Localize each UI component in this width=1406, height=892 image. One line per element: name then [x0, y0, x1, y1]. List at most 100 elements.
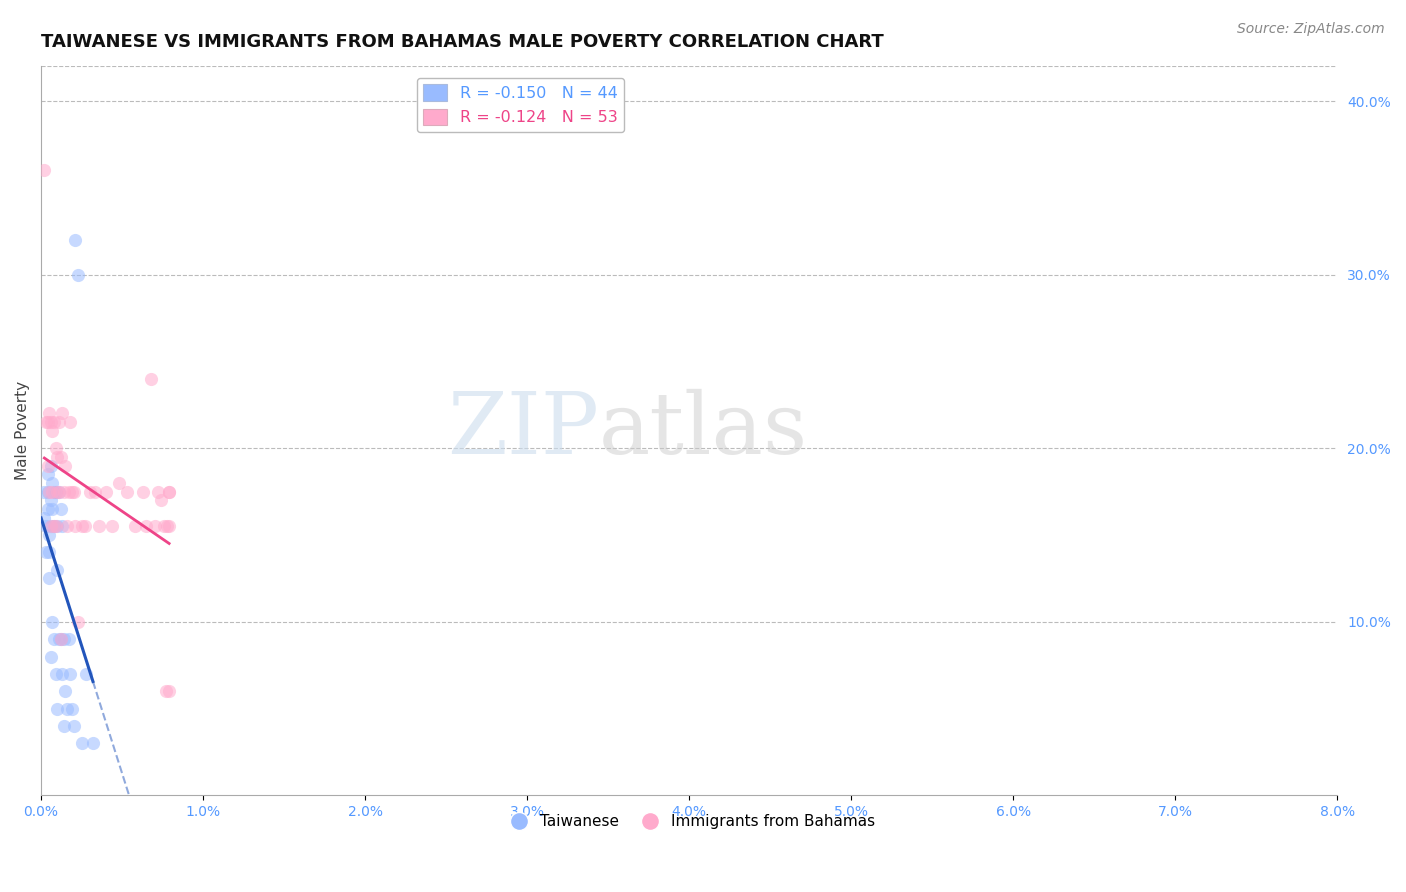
Point [48, 632, 70, 647]
Point [38, 571, 60, 585]
Point [51, 407, 73, 421]
Point [38, 484, 60, 499]
Point [70, 519, 93, 533]
Point [56, 519, 79, 533]
Text: atlas: atlas [599, 389, 807, 473]
Point [155, 684, 177, 698]
Point [51, 519, 73, 533]
Point [73, 519, 96, 533]
Point [48, 484, 70, 499]
Point [67, 268, 90, 282]
Point [70, 736, 93, 750]
Point [42, 519, 65, 533]
Point [157, 484, 180, 499]
Point [38, 407, 60, 421]
Point [89, 519, 111, 533]
Point [38, 528, 60, 542]
Point [46, 484, 69, 499]
Point [49, 632, 72, 647]
Point [46, 563, 69, 577]
Point [79, 484, 101, 499]
Text: ZIP: ZIP [447, 389, 599, 473]
Point [45, 484, 67, 499]
Point [41, 484, 63, 499]
Point [132, 484, 155, 499]
Point [153, 519, 176, 533]
Point [55, 458, 77, 473]
Point [62, 484, 84, 499]
Point [42, 632, 65, 647]
Point [94, 484, 117, 499]
Point [37, 458, 59, 473]
Point [35, 545, 58, 559]
Point [141, 372, 163, 386]
Text: Source: ZipAtlas.com: Source: ZipAtlas.com [1237, 22, 1385, 37]
Point [101, 519, 124, 533]
Point [56, 701, 79, 715]
Point [83, 484, 105, 499]
Point [51, 666, 73, 681]
Point [34, 484, 56, 499]
Point [60, 701, 83, 715]
Point [39, 649, 62, 664]
Point [45, 441, 67, 455]
Y-axis label: Male Poverty: Male Poverty [15, 381, 30, 481]
Point [48, 415, 70, 429]
Point [49, 632, 72, 647]
Point [55, 684, 77, 698]
Point [146, 484, 169, 499]
Point [63, 233, 86, 247]
Point [39, 519, 62, 533]
Point [38, 545, 60, 559]
Point [67, 615, 90, 629]
Point [108, 475, 131, 490]
Point [39, 458, 62, 473]
Point [58, 632, 80, 647]
Point [143, 519, 166, 533]
Point [76, 666, 98, 681]
Point [59, 666, 82, 681]
Point [46, 701, 69, 715]
Point [115, 484, 138, 499]
Point [41, 502, 63, 516]
Point [135, 519, 157, 533]
Point [52, 719, 75, 733]
Point [45, 666, 67, 681]
Legend: Taiwanese, Immigrants from Bahamas: Taiwanese, Immigrants from Bahamas [498, 808, 882, 835]
Point [39, 519, 62, 533]
Point [37, 502, 59, 516]
Point [46, 450, 69, 464]
Point [52, 632, 75, 647]
Point [41, 615, 63, 629]
Point [42, 415, 65, 429]
Point [157, 684, 180, 698]
Point [52, 484, 75, 499]
Point [62, 719, 84, 733]
Point [37, 467, 59, 482]
Point [35, 519, 58, 533]
Point [150, 493, 173, 508]
Point [157, 519, 180, 533]
Point [124, 519, 146, 533]
Point [39, 493, 62, 508]
Point [37, 415, 59, 429]
Point [49, 450, 72, 464]
Point [39, 415, 62, 429]
Point [46, 519, 69, 533]
Point [156, 519, 179, 533]
Point [82, 736, 104, 750]
Point [34, 510, 56, 524]
Point [49, 502, 72, 516]
Point [42, 519, 65, 533]
Point [60, 484, 83, 499]
Point [42, 484, 65, 499]
Point [45, 519, 67, 533]
Point [34, 163, 56, 178]
Point [58, 484, 80, 499]
Point [41, 424, 63, 438]
Point [35, 415, 58, 429]
Point [37, 484, 59, 499]
Point [48, 484, 70, 499]
Point [63, 519, 86, 533]
Point [157, 484, 180, 499]
